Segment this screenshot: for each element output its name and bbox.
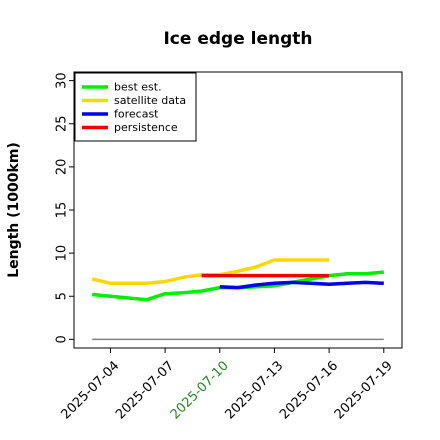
legend-box <box>74 72 197 142</box>
y-tick-label: 25 <box>55 115 70 132</box>
legend-label: forecast <box>114 108 159 121</box>
x-tick-label: 2025-07-19 <box>332 358 396 422</box>
legend-label: persistence <box>114 121 178 134</box>
y-tick-label: 10 <box>55 245 70 262</box>
y-axis-label: Length (1000km) <box>6 142 22 278</box>
legend-label: best est. <box>114 81 162 94</box>
y-tick-label: 0 <box>55 335 70 343</box>
y-tick-label: 15 <box>55 202 70 219</box>
series-line-1 <box>91 258 330 286</box>
y-tick-label: 5 <box>55 292 70 300</box>
series-line-2 <box>219 280 384 290</box>
chart-title: Ice edge length <box>163 29 312 49</box>
y-tick-label: 20 <box>55 159 70 176</box>
legend-label: satellite data <box>114 94 186 107</box>
plot-area <box>91 258 384 341</box>
legend: best est.satellite dataforecastpersisten… <box>74 72 197 142</box>
y-tick-label: 30 <box>55 72 70 89</box>
